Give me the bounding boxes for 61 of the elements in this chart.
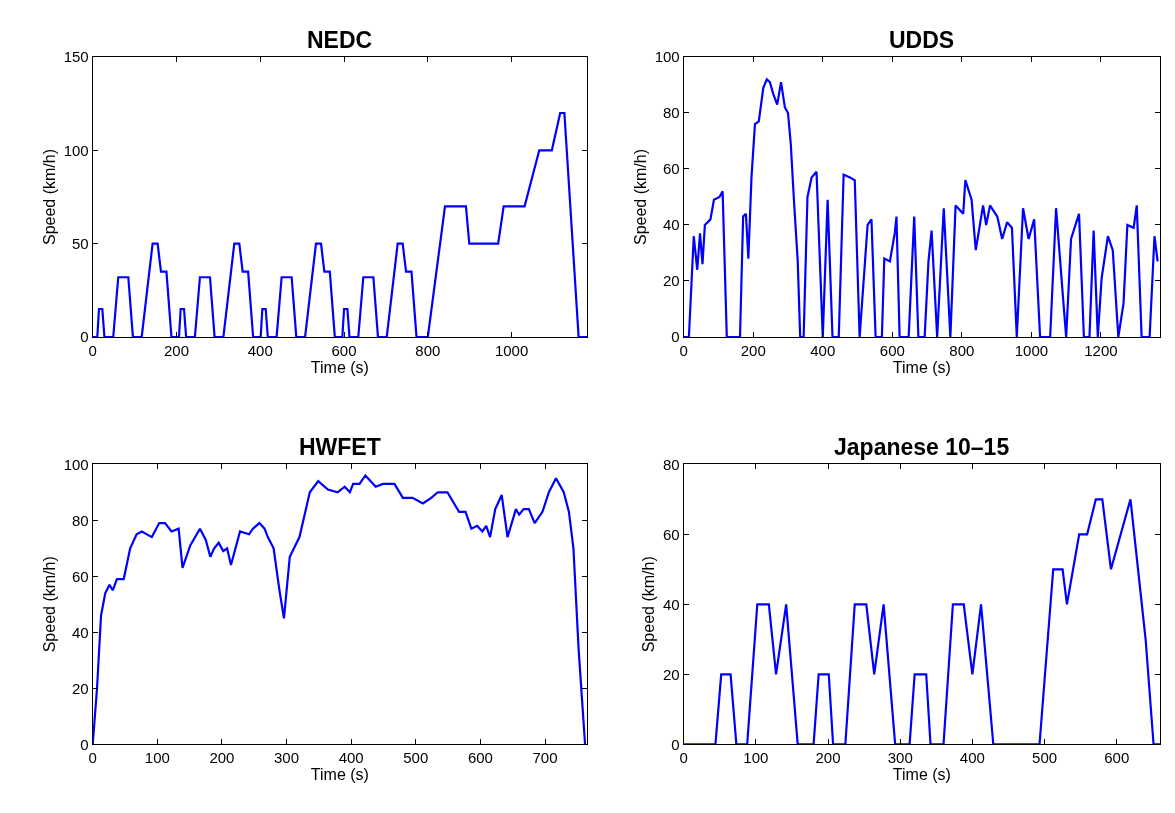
chart-title: NEDC (307, 27, 373, 53)
x-tick-label: 600 (1104, 749, 1130, 767)
y-tick-label: 80 (662, 455, 680, 473)
x-tick-label: 200 (209, 749, 235, 767)
y-tick-label: 60 (662, 160, 680, 178)
y-tick-label: 40 (72, 623, 89, 641)
y-tick-label: 20 (72, 679, 89, 697)
x-tick-label: 200 (740, 342, 766, 359)
x-tick-label: 500 (403, 749, 429, 767)
x-tick-label: 400 (959, 749, 985, 767)
y-tick-label: 40 (662, 216, 680, 234)
x-tick-label: 1000 (494, 342, 529, 359)
x-tick-label: 400 (810, 342, 836, 359)
x-tick-label: 400 (247, 342, 273, 359)
line-series (683, 498, 1161, 745)
x-tick-label: 200 (163, 342, 189, 359)
x-tick-label: 800 (949, 342, 975, 359)
x-tick-label: 700 (532, 749, 558, 767)
line-series (92, 111, 588, 337)
y-tick-label: 80 (662, 104, 680, 122)
y-tick-label: 0 (80, 735, 89, 753)
chart-title: HWFET (299, 434, 381, 460)
y-tick-label: 100 (63, 455, 89, 473)
x-tick-label: 100 (144, 749, 170, 767)
x-tick-label: 600 (467, 749, 493, 767)
x-tick-label: 200 (815, 749, 841, 767)
chart-title: UDDS (889, 27, 955, 53)
y-tick-label: 40 (662, 595, 680, 613)
x-tick-label: 600 (331, 342, 357, 359)
y-axis-title: Speed (km/h) (639, 556, 657, 653)
line-series (92, 474, 587, 745)
x-tick-label: 300 (274, 749, 300, 767)
y-tick-label: 20 (662, 665, 680, 683)
x-axis-title: Time (s) (892, 766, 951, 784)
y-tick-label: 150 (63, 48, 89, 66)
y-axis-title: Speed (km/h) (40, 556, 58, 653)
y-axis-title: Speed (km/h) (40, 148, 58, 246)
x-tick-label: 1000 (1014, 342, 1049, 359)
y-tick-label: 0 (671, 735, 680, 753)
x-tick-label: 600 (879, 342, 905, 359)
y-tick-label: 0 (671, 328, 680, 346)
line-series (683, 78, 1159, 337)
y-tick-label: 100 (63, 141, 89, 159)
y-tick-label: 80 (72, 511, 89, 529)
y-tick-label: 20 (662, 272, 680, 290)
y-tick-label: 60 (662, 525, 680, 543)
x-axis-title: Time (s) (310, 766, 369, 784)
y-tick-label: 50 (72, 234, 89, 252)
x-tick-label: 100 (743, 749, 769, 767)
x-tick-label: 500 (1032, 749, 1058, 767)
y-axis-title: Speed (km/h) (631, 148, 649, 246)
x-tick-label: 800 (415, 342, 441, 359)
x-axis-title: Time (s) (892, 359, 951, 376)
chart-title: Japanese 10–15 (834, 434, 1010, 460)
y-tick-label: 0 (80, 328, 89, 346)
x-tick-label: 1200 (1084, 342, 1118, 359)
y-tick-label: 60 (72, 567, 89, 585)
x-tick-label: 400 (338, 749, 364, 767)
x-tick-label: 300 (887, 749, 913, 767)
y-tick-label: 100 (654, 48, 680, 66)
x-axis-title: Time (s) (310, 359, 369, 376)
